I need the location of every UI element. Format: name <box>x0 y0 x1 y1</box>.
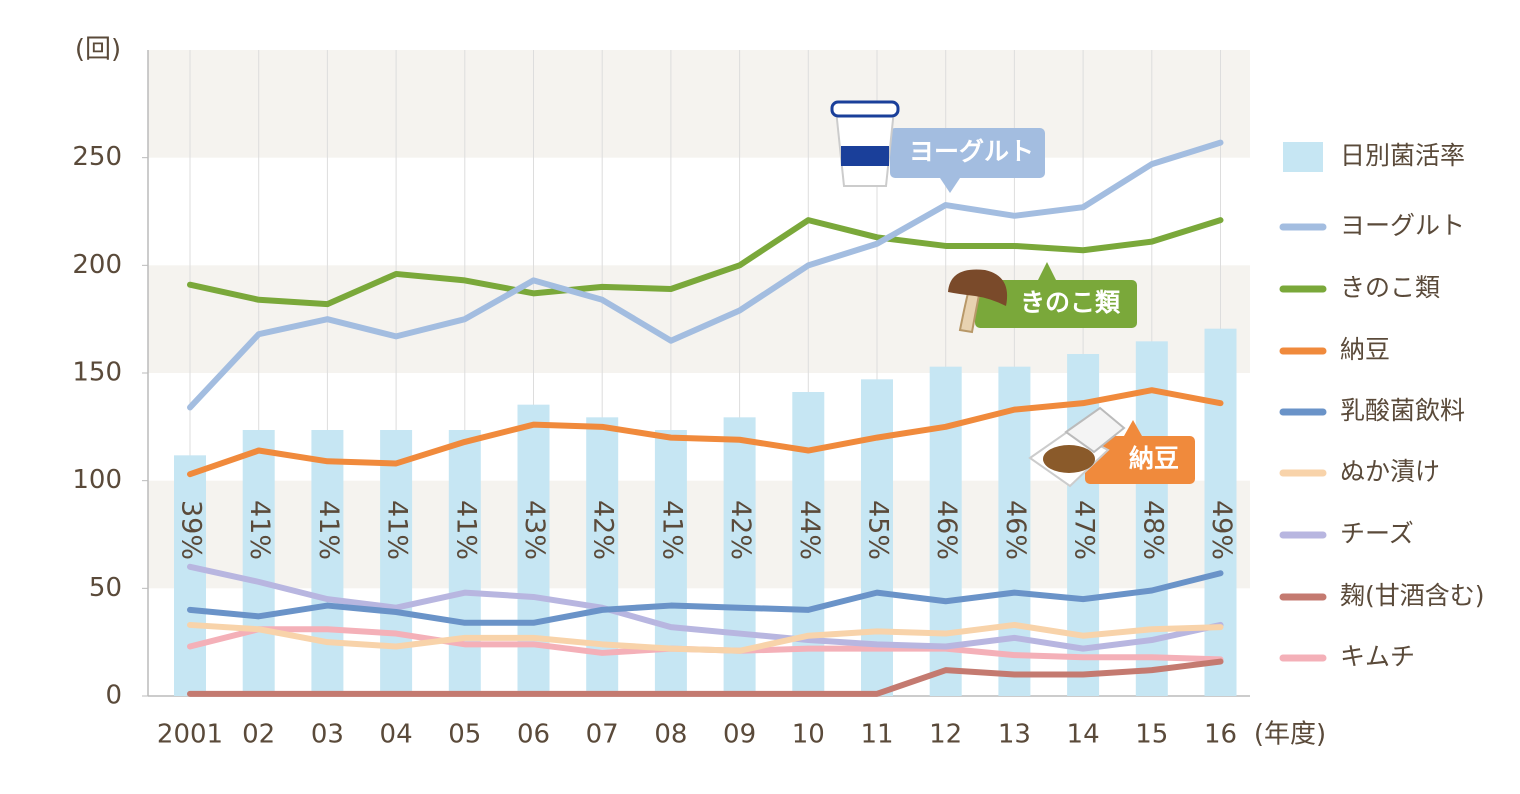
bar-value-label: 46% <box>1000 500 1031 560</box>
bar-value-label: 47% <box>1069 500 1100 560</box>
callout-box <box>890 128 1045 178</box>
legend-label: きのこ類 <box>1340 273 1440 302</box>
x-tick-label: 13 <box>998 720 1031 750</box>
bar <box>1067 354 1100 696</box>
x-tick-label: 08 <box>654 720 687 750</box>
bar-value-label: 41% <box>244 500 275 560</box>
callout-label: ヨーグルト <box>909 137 1034 166</box>
x-tick-label: 02 <box>242 720 275 750</box>
y-tick-label: 150 <box>72 358 122 388</box>
bar-value-label: 46% <box>931 500 962 560</box>
mushroom-icon <box>948 269 1008 306</box>
x-tick-label: 16 <box>1204 720 1237 750</box>
x-tick-label: 14 <box>1067 720 1100 750</box>
bar-value-label: 49% <box>1206 500 1237 560</box>
y-axis-label: (回) <box>75 35 121 65</box>
bar-value-label: 39% <box>176 500 207 560</box>
bar-value-label: 41% <box>450 500 481 560</box>
x-tick-label: 06 <box>517 720 550 750</box>
x-tick-label: 15 <box>1135 720 1168 750</box>
yogurt-icon <box>841 146 889 166</box>
bar <box>448 430 481 696</box>
line-series <box>187 387 1224 478</box>
bar <box>380 430 413 696</box>
x-tick-label: 09 <box>723 720 756 750</box>
bar-value-label: 42% <box>588 500 619 560</box>
legend-label: ヨーグルト <box>1340 211 1465 240</box>
x-tick-label: 10 <box>792 720 825 750</box>
line-series <box>187 621 1224 654</box>
x-axis-label: (年度) <box>1254 720 1326 750</box>
bar-value-label: 42% <box>725 500 756 560</box>
y-tick-label: 250 <box>72 142 122 172</box>
bar <box>311 430 344 696</box>
line-series <box>187 139 1224 411</box>
bar-value-label: 44% <box>794 500 825 560</box>
y-tick-label: 200 <box>72 250 122 280</box>
line-series <box>187 658 1224 697</box>
line-series <box>187 563 1224 652</box>
bar-value-label: 48% <box>1137 500 1168 560</box>
yogurt-icon <box>830 100 900 118</box>
bar-value-label: 41% <box>313 500 344 560</box>
x-tick-label: 04 <box>380 720 413 750</box>
legend-label: 納豆 <box>1340 335 1390 364</box>
y-tick-label: 100 <box>72 465 122 495</box>
natto-icon <box>1043 445 1095 473</box>
x-tick-label: 07 <box>586 720 619 750</box>
callout-label: きのこ類 <box>1020 288 1121 317</box>
legend-label: 乳酸菌飲料 <box>1340 396 1465 425</box>
legend-label: 日別菌活率 <box>1340 141 1465 170</box>
x-tick-label: 2001 <box>157 720 223 750</box>
y-tick-label: 50 <box>89 573 122 603</box>
callout-box <box>975 280 1137 328</box>
callout-pointer <box>940 178 960 193</box>
legend-label: キムチ <box>1340 642 1415 671</box>
x-tick-label: 03 <box>311 720 344 750</box>
bar-value-label: 43% <box>519 500 550 560</box>
bar <box>174 455 206 696</box>
legend-label: ぬか漬け <box>1340 457 1440 486</box>
line-series <box>187 570 1224 626</box>
legend-label: チーズ <box>1340 519 1414 548</box>
y-tick-label: 0 <box>105 681 122 711</box>
bar <box>654 430 687 696</box>
bar-value-label: 45% <box>863 500 894 560</box>
legend-swatch <box>1283 142 1323 172</box>
bar <box>792 392 825 696</box>
bar <box>242 430 275 696</box>
bar-value-label: 41% <box>382 500 413 560</box>
bar-value-label: 41% <box>656 500 687 560</box>
legend-label: 麹(甘酒含む) <box>1340 581 1485 610</box>
bar <box>1204 328 1237 696</box>
callout-label: 納豆 <box>1129 444 1179 473</box>
x-tick-label: 12 <box>929 720 962 750</box>
callout-pointer <box>1124 420 1142 436</box>
x-tick-label: 05 <box>448 720 481 750</box>
line-series <box>187 217 1224 308</box>
callout-pointer <box>1038 262 1056 280</box>
callout-box <box>1085 436 1195 484</box>
natto-icon <box>1064 406 1126 454</box>
x-tick-label: 11 <box>860 720 893 750</box>
plot-band <box>148 50 1250 158</box>
